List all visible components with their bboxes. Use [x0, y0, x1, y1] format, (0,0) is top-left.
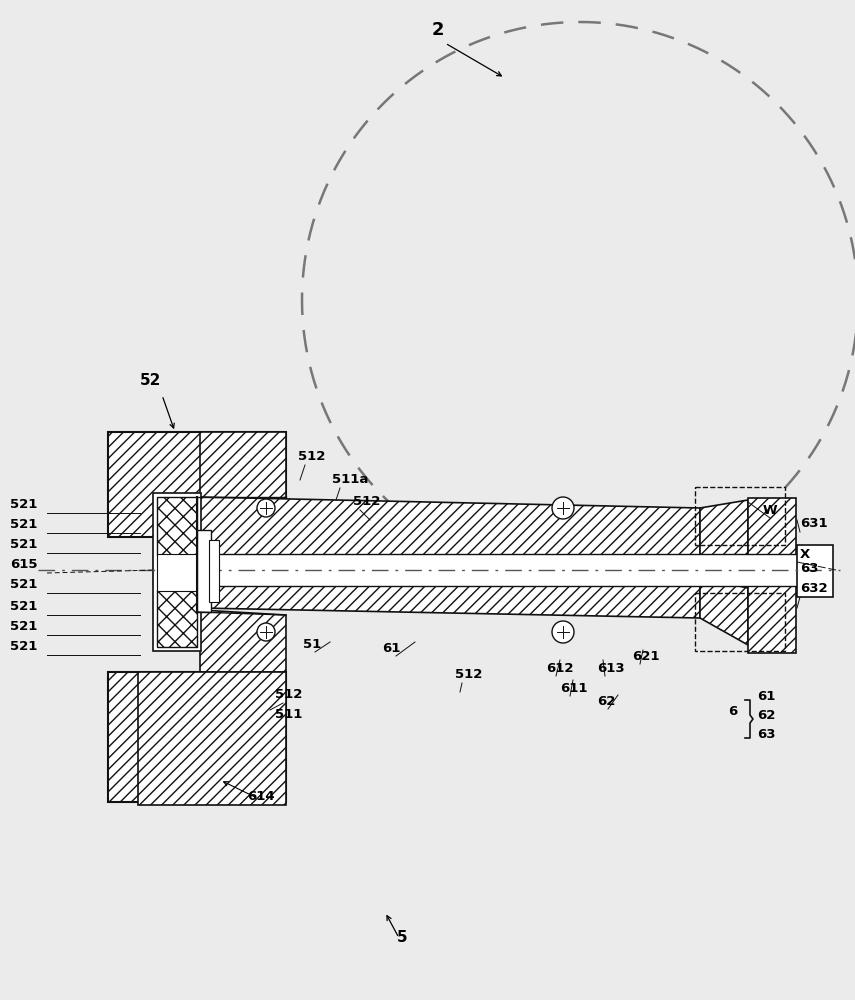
Polygon shape — [200, 497, 700, 562]
Polygon shape — [108, 432, 286, 535]
Bar — [153, 493, 201, 651]
Circle shape — [552, 621, 574, 643]
Text: 512: 512 — [353, 495, 380, 508]
Text: 62: 62 — [597, 695, 616, 708]
Polygon shape — [700, 578, 748, 645]
Text: 521: 521 — [10, 518, 38, 531]
Bar — [157, 590, 197, 647]
Bar — [209, 540, 219, 602]
Text: 512: 512 — [455, 668, 482, 681]
Polygon shape — [200, 562, 700, 618]
Text: 52: 52 — [140, 373, 162, 388]
Text: 613: 613 — [597, 662, 625, 675]
Text: 611: 611 — [560, 682, 587, 695]
Bar — [197, 530, 211, 612]
Text: 61: 61 — [382, 642, 400, 655]
Circle shape — [257, 499, 275, 517]
Text: X: X — [800, 548, 811, 561]
Bar — [108, 432, 286, 537]
Text: 621: 621 — [632, 650, 659, 663]
Text: 631: 631 — [800, 517, 828, 530]
Text: 63: 63 — [800, 562, 818, 575]
Text: 511a: 511a — [332, 473, 369, 486]
Circle shape — [257, 623, 275, 641]
Bar — [695, 487, 785, 545]
Text: 61: 61 — [757, 690, 775, 703]
Circle shape — [554, 499, 572, 517]
Text: W: W — [763, 504, 778, 517]
Polygon shape — [108, 610, 286, 672]
Circle shape — [552, 497, 574, 519]
Text: 521: 521 — [10, 600, 38, 613]
Text: 521: 521 — [10, 578, 38, 591]
Text: 5: 5 — [397, 930, 408, 945]
Text: 521: 521 — [10, 640, 38, 653]
Text: 614: 614 — [247, 790, 274, 803]
Text: 632: 632 — [800, 582, 828, 595]
Polygon shape — [700, 500, 748, 555]
Text: 512: 512 — [298, 450, 326, 463]
Text: 612: 612 — [546, 662, 574, 675]
Text: 511: 511 — [275, 708, 303, 721]
Text: 63: 63 — [757, 728, 775, 741]
Text: 615: 615 — [10, 558, 38, 571]
Text: 6: 6 — [728, 705, 737, 718]
Bar — [108, 672, 286, 802]
Text: 512: 512 — [275, 688, 303, 701]
Text: 521: 521 — [10, 620, 38, 633]
Bar — [797, 545, 833, 597]
Bar — [157, 497, 197, 555]
Polygon shape — [138, 672, 286, 805]
Bar — [153, 554, 803, 586]
Text: 521: 521 — [10, 498, 38, 511]
Text: 2: 2 — [432, 21, 445, 39]
Bar — [748, 498, 796, 653]
Text: 521: 521 — [10, 538, 38, 551]
Bar — [157, 554, 197, 591]
Bar — [695, 593, 785, 651]
Text: 51: 51 — [303, 638, 321, 651]
Circle shape — [554, 623, 572, 641]
Text: 62: 62 — [757, 709, 775, 722]
